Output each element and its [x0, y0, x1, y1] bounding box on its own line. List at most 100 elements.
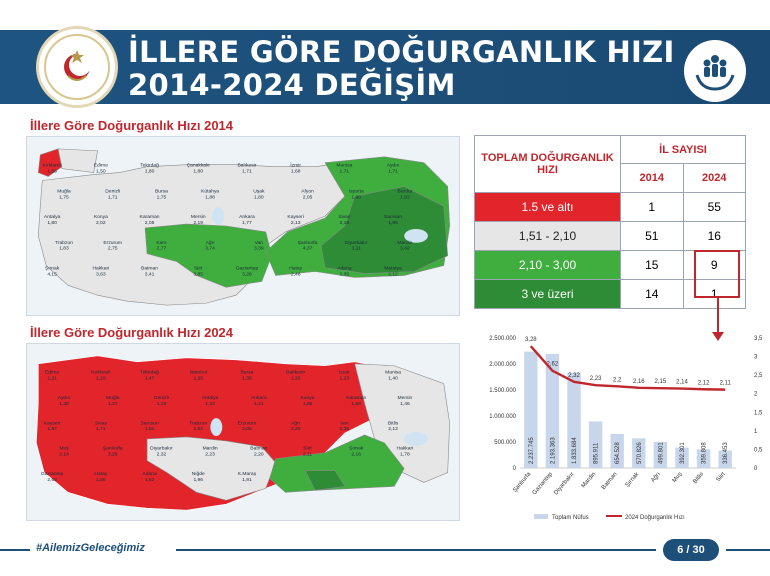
province-label: Aydın	[58, 395, 71, 401]
province-label: Van	[255, 240, 264, 246]
province-label: Tekirdağ	[140, 370, 159, 376]
range-cell: 2,10 - 3,00	[474, 250, 621, 280]
province-value: 1,80	[47, 220, 57, 226]
lake-tuz	[212, 207, 225, 226]
x-tick-label: Şanlıurfa	[512, 471, 532, 494]
province-label: Mersin	[397, 395, 412, 401]
lake-van	[404, 228, 428, 243]
province-label: Muğla	[57, 188, 71, 194]
bar-population	[632, 438, 646, 468]
y-right-tick: 2	[754, 392, 758, 398]
line-label: 2,14	[676, 380, 688, 386]
range-cell: 1,51 - 2,10	[474, 221, 621, 251]
province-label: Gaziantep	[236, 266, 259, 272]
x-tick-label: Gaziantep	[532, 471, 555, 496]
province-label: Edirne	[45, 370, 60, 376]
province-value: 1,51	[145, 426, 155, 432]
province-value: 2,75	[108, 246, 118, 252]
bar-population	[545, 353, 560, 468]
bar-label: 654.528	[615, 442, 621, 464]
province-value: 3,39	[254, 246, 264, 252]
province-value: 2,12	[388, 271, 398, 277]
hashtag: #AilemizGeleceğimiz	[36, 542, 145, 554]
province-label: Diyarbakır	[150, 446, 173, 452]
map-2024: Edirne 1,21 Kırklareli 1,20 Tekirdağ 1,47 İsta…	[26, 343, 460, 521]
province-label: Van	[340, 420, 349, 426]
x-tick-label: Muş	[672, 471, 684, 484]
province-value: 1,65	[303, 401, 313, 407]
header-count: İL SAYISI	[620, 135, 746, 164]
province-value: 1,75	[59, 194, 69, 200]
province-label: Bitlis	[388, 420, 399, 426]
province-value: 1,38	[59, 401, 69, 407]
province-value: 1,23	[340, 376, 350, 382]
province-value: 1,34	[205, 401, 215, 407]
province-value: 1,41	[254, 401, 264, 407]
bar-label: 359.808	[702, 442, 708, 464]
province-label: Adana	[142, 471, 157, 477]
line-label: 3,28	[525, 337, 537, 343]
count-2014: 1	[620, 192, 684, 222]
province-value: 1,86	[96, 477, 106, 483]
line-label: 2,32	[568, 373, 580, 379]
map-2014-title: İllere Göre Doğurganlık Hızı 2014	[30, 118, 234, 133]
province-label: Mardin	[203, 446, 218, 452]
bar-label: 499.801	[658, 442, 664, 464]
province-value: 2,26	[291, 426, 301, 432]
region-central-grey	[146, 436, 276, 501]
province-label: Uşak	[253, 188, 265, 194]
table-row: 1,51 - 2,10 51 16	[474, 221, 746, 251]
family-hands-icon	[695, 55, 735, 91]
province-value: 4,37	[303, 246, 313, 252]
x-tick-label: Batman	[601, 471, 619, 491]
highlight-box	[694, 250, 740, 298]
lake-van	[404, 432, 428, 446]
province-value: 3,63	[96, 271, 106, 277]
count-2024: 16	[682, 221, 746, 251]
page-title: İLLERE GÖRE DOĞURGANLIK HIZI 2014-2024 D…	[128, 36, 675, 102]
y-left-tick: 0	[513, 466, 517, 472]
family-logo	[684, 40, 746, 102]
province-value: 2,32	[157, 452, 167, 458]
bar-population	[718, 450, 732, 468]
region-east-grey	[354, 363, 450, 483]
region-southeast-green	[269, 434, 405, 493]
province-value: 1,21	[47, 376, 57, 382]
province-value: 2,11	[303, 452, 312, 458]
bar-label: 2.237.745	[529, 437, 535, 464]
province-value: 1,27	[108, 401, 118, 407]
province-label: Manisa	[336, 163, 352, 169]
province-label: Edirne	[94, 163, 109, 169]
province-label: İstanbul	[190, 369, 207, 376]
province-value: 2,02	[96, 220, 106, 226]
bar-label: 1.833.684	[572, 437, 578, 464]
province-value: 1,62	[145, 477, 155, 483]
province-label: Samsun	[384, 214, 402, 220]
header-band	[0, 30, 770, 104]
province-label: Hakkari	[397, 446, 414, 452]
province-label: Diyarbakır	[345, 240, 368, 246]
province-label: Sivas	[338, 214, 351, 220]
province-label: Trabzon	[55, 240, 73, 246]
bar-label: 895.911	[594, 442, 600, 464]
province-label: Muş	[59, 446, 69, 452]
y-right-tick: 3,5	[754, 336, 763, 342]
province-label: Batman	[141, 266, 158, 272]
line-label: 2,16	[633, 379, 645, 385]
region-thrace	[57, 148, 98, 173]
province-label: Kütahya	[201, 188, 219, 194]
province-value: 3,42	[400, 246, 410, 252]
bar-population	[653, 442, 668, 468]
x-tick-label: Bitlis	[692, 471, 705, 485]
province-label: Siirt	[303, 446, 312, 452]
bar-label: 392.301	[680, 442, 686, 464]
table-row: 2,10 - 3,00 15 9	[474, 250, 746, 280]
province-value: 1,80	[145, 169, 155, 175]
province-value: 2,19	[340, 220, 350, 226]
province-label: Şanlıurfa	[103, 446, 123, 452]
province-label: Trabzon	[189, 420, 207, 426]
province-label: Batman	[250, 446, 267, 452]
footer-line-mid	[176, 549, 656, 551]
province-value: 1,53	[193, 426, 203, 432]
count-2014: 15	[620, 250, 684, 280]
